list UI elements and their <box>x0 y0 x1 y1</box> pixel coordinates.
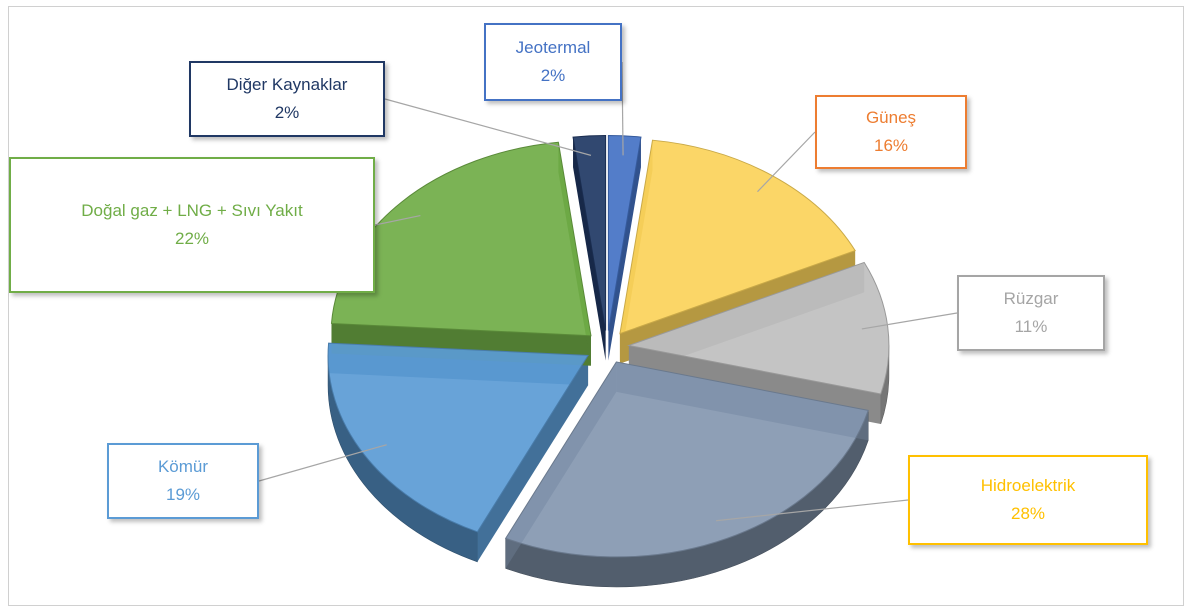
label-ruzgar-value: 11% <box>1014 317 1048 336</box>
label-komur-value: 19% <box>165 485 201 504</box>
leader-line-ruzgar <box>861 312 958 330</box>
label-dogal-gaz-name: Doğal gaz + LNG + Sıvı Yakıt <box>81 201 303 220</box>
label-komur: Kömür 19% <box>107 443 259 519</box>
leader-line-komur <box>258 444 387 482</box>
pie-top-faces <box>327 135 890 558</box>
slice-diger-kaynaklar <box>572 135 607 331</box>
label-ruzgar-name: Rüzgar <box>1003 289 1059 308</box>
slice-diger-kaynaklar-edge-0 <box>573 137 606 361</box>
slice-ruzgar <box>626 261 890 395</box>
leader-lines <box>258 61 958 522</box>
label-diger-kaynaklar-name: Diğer Kaynaklar <box>226 75 348 94</box>
label-dogal-gaz: Doğal gaz + LNG + Sıvı Yakıt 22% <box>9 157 375 293</box>
label-ruzgar: Rüzgar 11% <box>957 275 1105 351</box>
label-hidroelektrik: Hidroelektrik 28% <box>908 455 1148 545</box>
leader-line-jeotermal <box>621 61 624 156</box>
label-gunes-value: 16% <box>873 136 909 155</box>
label-gunes-name: Güneş <box>865 108 917 127</box>
label-jeotermal-name: Jeotermal <box>515 38 591 57</box>
label-gunes: Güneş 16% <box>815 95 967 169</box>
leader-line-dogal-gaz <box>374 214 421 226</box>
leader-line-hidroelektrik <box>715 499 909 522</box>
label-dogal-gaz-value: 22% <box>174 229 210 248</box>
leader-line-gunes <box>757 131 816 193</box>
label-hidroelektrik-name: Hidroelektrik <box>980 476 1076 495</box>
slice-jeotermal-edge-1 <box>608 137 641 361</box>
label-diger-kaynaklar-value: 2% <box>274 103 300 122</box>
label-jeotermal-value: 2% <box>540 66 566 85</box>
slice-komur <box>327 342 589 533</box>
pie-chart <box>258 61 958 588</box>
slice-hidroelektrik <box>504 361 869 558</box>
label-hidroelektrik-value: 28% <box>1010 504 1046 523</box>
label-diger-kaynaklar: Diğer Kaynaklar 2% <box>189 61 385 137</box>
slice-jeotermal <box>607 135 642 331</box>
label-komur-name: Kömür <box>157 457 209 476</box>
chart-frame: Jeotermal 2% Güneş 16% Rüzgar 11% Hidroe… <box>8 6 1184 606</box>
label-jeotermal: Jeotermal 2% <box>484 23 622 101</box>
leader-line-diger-kaynaklar <box>384 98 592 156</box>
slice-komur-edge-0 <box>477 355 589 562</box>
